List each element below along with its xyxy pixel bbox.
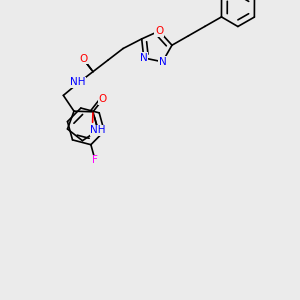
- Text: N: N: [140, 53, 148, 63]
- Text: F: F: [92, 155, 98, 165]
- Text: O: O: [99, 94, 107, 104]
- Text: O: O: [155, 26, 163, 36]
- Text: N: N: [159, 57, 167, 67]
- Text: NH: NH: [91, 125, 106, 135]
- Text: O: O: [79, 54, 87, 64]
- Text: NH: NH: [70, 77, 86, 87]
